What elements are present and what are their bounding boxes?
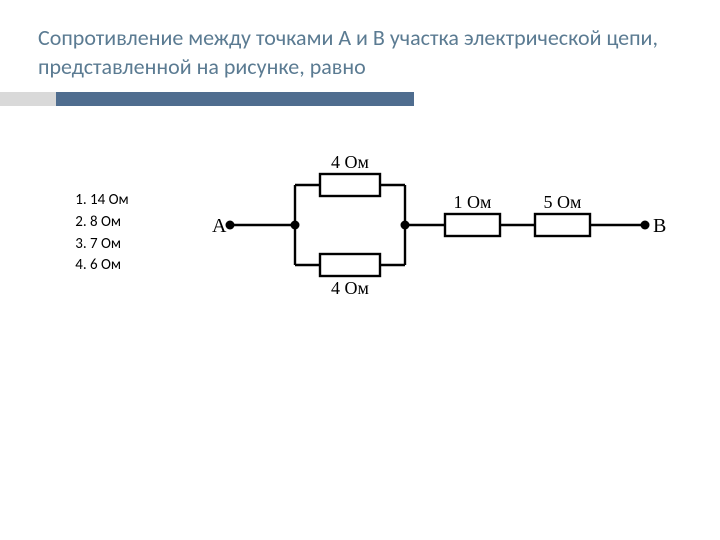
answer-option: 6 Ом <box>90 255 129 277</box>
svg-text:4 Ом: 4 Ом <box>331 278 369 298</box>
answer-option: 8 Ом <box>90 212 129 234</box>
page-title: Сопротивление между точками А и В участк… <box>38 24 682 81</box>
svg-text:1 Ом: 1 Ом <box>454 192 492 212</box>
answer-option: 7 Ом <box>90 234 129 256</box>
svg-text:4 Ом: 4 Ом <box>331 152 369 172</box>
answer-list: 14 Ом 8 Ом 7 Ом 6 Ом <box>68 190 129 277</box>
svg-text:B: B <box>653 215 666 237</box>
answer-option: 14 Ом <box>90 190 129 212</box>
svg-text:A: A <box>212 215 227 237</box>
accent-bar-main <box>56 92 414 106</box>
svg-text:5 Ом: 5 Ом <box>544 192 582 212</box>
circuit-diagram: A B 4 Ом 4 Ом 1 Ом 5 Ом <box>200 140 680 310</box>
accent-bar <box>0 92 720 106</box>
accent-bar-grey <box>0 92 56 106</box>
